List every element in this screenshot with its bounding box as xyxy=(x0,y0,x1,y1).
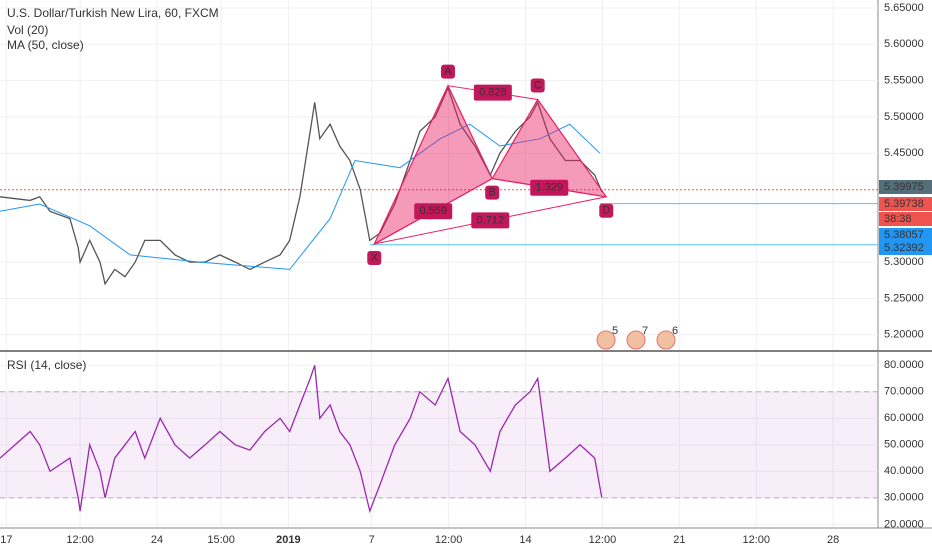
x-tick-label: 12:00 xyxy=(435,534,463,546)
y-tick-label: 5.55000 xyxy=(884,75,924,87)
series-line xyxy=(0,123,601,270)
event-count: 5 xyxy=(612,325,618,337)
y-tick-label: 70.0000 xyxy=(884,386,924,398)
x-tick-label: 12:00 xyxy=(589,534,617,546)
x-tick-label: 2019 xyxy=(276,534,300,546)
point-box xyxy=(440,64,455,79)
price-box xyxy=(879,197,932,211)
y-tick-label: 5.50000 xyxy=(884,111,924,123)
y-tick-label: 50.0000 xyxy=(884,439,924,451)
x-tick-label: 12:00 xyxy=(742,534,770,546)
y-tick-label: 5.60000 xyxy=(884,38,924,50)
x-tick-label: 24 xyxy=(151,534,163,546)
price-box-label: 5.39738 xyxy=(884,198,924,210)
y-tick-label: 5.65000 xyxy=(884,2,924,14)
price-box xyxy=(879,228,932,242)
x-tick-label: 15:00 xyxy=(207,534,235,546)
price-box-label: 5.32392 xyxy=(884,242,924,254)
point-label: D xyxy=(602,205,610,217)
ratio-box xyxy=(530,179,569,196)
x-tick-label: 14 xyxy=(519,534,531,546)
x-tick-label: 17 xyxy=(0,534,12,546)
y-tick-label: 60.0000 xyxy=(884,412,924,424)
grid xyxy=(0,0,878,527)
y-tick-label: 5.25000 xyxy=(884,292,924,304)
x-tick-label: 21 xyxy=(673,534,685,546)
y-tick-label: 30.0000 xyxy=(884,492,924,504)
price-box-label: 5.39975 xyxy=(884,181,924,193)
x-tick-label: 7 xyxy=(369,534,375,546)
point-box xyxy=(367,250,382,265)
event-icon xyxy=(596,330,616,350)
price-box xyxy=(879,180,932,194)
price-box-label: 38:38 xyxy=(884,213,912,225)
series-line xyxy=(0,365,603,514)
event-icon xyxy=(656,330,676,350)
price-box-label: 5.38057 xyxy=(884,229,924,241)
event-count: 6 xyxy=(672,325,678,337)
ratio-label: 0.559 xyxy=(419,205,447,217)
event-count: 7 xyxy=(642,325,648,337)
point-box xyxy=(599,203,614,218)
chart-title: U.S. Dollar/Turkish New Lira, 60, FXCM xyxy=(7,6,219,20)
point-box xyxy=(530,78,545,93)
x-tick-label: 28 xyxy=(827,534,839,546)
y-tick-label: 5.30000 xyxy=(884,256,924,268)
ratio-label: 0.712 xyxy=(477,214,505,226)
ratio-label: 0.828 xyxy=(479,86,507,98)
ratio-box xyxy=(473,84,512,101)
y-tick-label: 5.45000 xyxy=(884,147,924,159)
price-box xyxy=(879,241,932,255)
indicator-label: MA (50, close) xyxy=(7,38,84,52)
y-tick-label: 5.20000 xyxy=(884,329,924,341)
event-icon xyxy=(626,330,646,350)
ratio-box xyxy=(414,203,453,220)
rsi-band xyxy=(0,391,878,498)
point-box xyxy=(485,185,500,200)
ratio-box xyxy=(471,212,510,229)
indicator-label: Vol (20) xyxy=(7,23,48,37)
ratio-label: 1.329 xyxy=(535,182,563,194)
point-label: A xyxy=(444,66,452,78)
point-label: C xyxy=(534,79,542,91)
marks xyxy=(0,84,878,514)
x-tick-label: 12:00 xyxy=(66,534,94,546)
y-tick-label: 80.0000 xyxy=(884,359,924,371)
series-line xyxy=(0,86,603,286)
y-tick-label: 40.0000 xyxy=(884,465,924,477)
y-tick-label: 20.0000 xyxy=(884,518,924,530)
rsi-title: RSI (14, close) xyxy=(7,358,86,372)
point-label: B xyxy=(489,187,496,199)
price-box xyxy=(879,212,932,226)
point-label: X xyxy=(371,252,379,264)
